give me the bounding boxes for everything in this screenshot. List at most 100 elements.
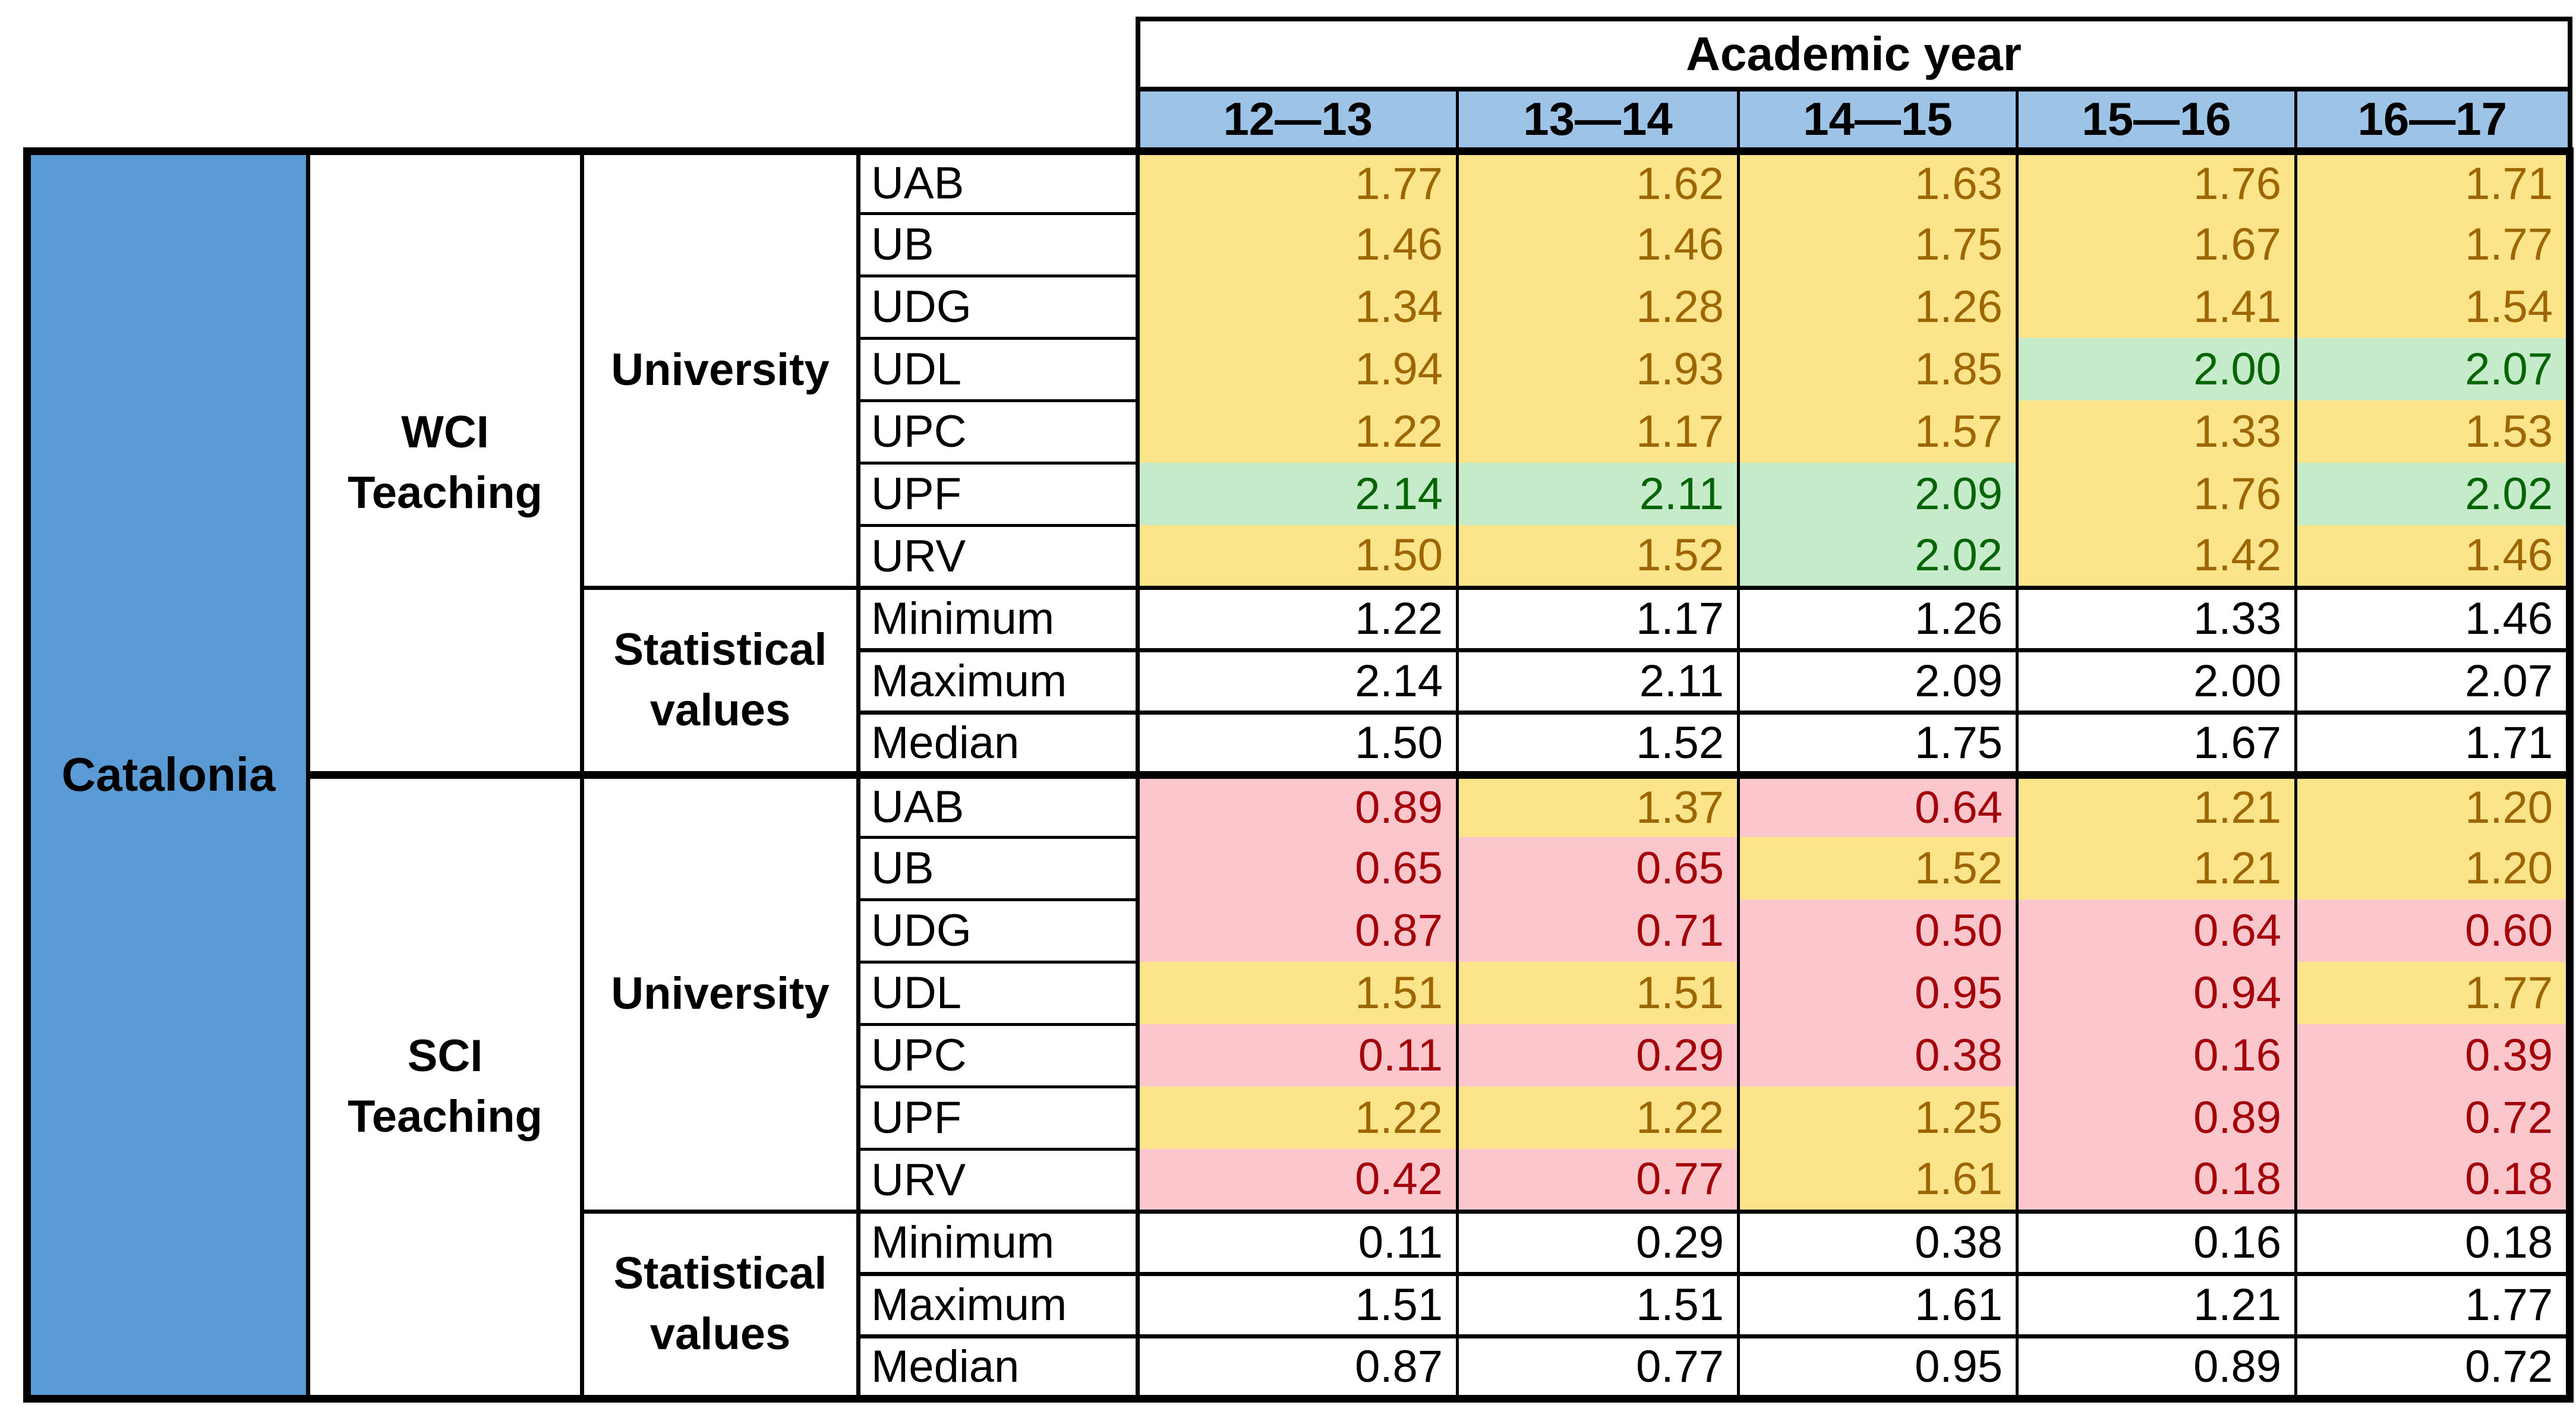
university-row-label: UDG (857, 898, 1140, 962)
university-data-row: UPF 2.14 2.11 2.09 1.76 2.02 (27, 461, 2574, 526)
value-cell: 1.52 (1456, 525, 1740, 588)
university-data-row: UDG 1.34 1.28 1.26 1.41 1.54 (27, 274, 2574, 339)
value-cell: 1.51 (1136, 962, 1459, 1025)
teaching-group-cell: WCI Teaching (306, 147, 584, 775)
value-cell: 0.50 (1737, 899, 2019, 962)
value-cell: 1.85 (1737, 338, 2019, 401)
university-row-label: UPF (857, 461, 1140, 526)
value-cell: 2.00 (2016, 648, 2297, 713)
value-cell: 1.62 (1456, 147, 1740, 214)
value-cell: 1.46 (2294, 525, 2574, 588)
value-cell: 1.37 (1456, 771, 1740, 838)
university-row-label: URV (857, 1147, 1140, 1212)
university-data-row: UDL 1.94 1.93 1.85 2.00 2.07 (27, 336, 2574, 401)
value-cell: 2.09 (1737, 648, 2019, 713)
academic-year-header: Academic year (1135, 17, 2572, 91)
university-row-label: UB (857, 211, 1140, 276)
value-cell: 1.76 (2016, 147, 2297, 214)
value-cell: 1.28 (1456, 276, 1740, 339)
value-cell: 1.75 (1737, 710, 2019, 775)
value-cell: 2.02 (1737, 525, 2019, 588)
teaching-group-cell: SCI Teaching (306, 771, 584, 1403)
university-data-row: SCI Teaching University UAB 0.89 1.37 0.64 1.2… (27, 771, 2574, 1403)
value-cell: 0.16 (2016, 1024, 2297, 1087)
value-cell: 0.94 (2016, 962, 2297, 1025)
university-span-cell: University (580, 771, 860, 1212)
value-cell: 0.65 (1456, 837, 1740, 900)
year-column-header: 13—14 (1456, 86, 1740, 154)
value-cell: 1.71 (2294, 710, 2574, 775)
value-cell: 1.22 (1136, 1087, 1459, 1150)
stat-row-label: Median (857, 710, 1140, 775)
university-data-row: UPC 1.22 1.17 1.57 1.33 1.53 (27, 399, 2574, 463)
statistical-values-span-cell: Statistical values (580, 1209, 860, 1403)
university-data-row: UPF 1.22 1.22 1.25 0.89 0.72 (27, 1085, 2574, 1150)
value-cell: 1.61 (1737, 1149, 2019, 1212)
value-cell: 1.20 (2294, 771, 2574, 838)
value-cell: 1.77 (2294, 962, 2574, 1025)
value-cell: 0.39 (2294, 1024, 2574, 1087)
value-cell: 1.75 (1737, 213, 2019, 276)
value-cell: 1.21 (2016, 771, 2297, 838)
value-cell: 1.22 (1136, 400, 1459, 463)
value-cell: 1.26 (1737, 276, 2019, 339)
university-data-row: Catalonia WCI Teaching University UAB 1.77 1.… (23, 147, 2574, 1403)
value-cell: 0.87 (1136, 1334, 1459, 1403)
year-column-header: 15—16 (2016, 86, 2297, 154)
value-cell: 1.26 (1737, 585, 2019, 651)
value-cell: 0.18 (2294, 1209, 2574, 1274)
stat-row-label: Minimum (857, 1209, 1140, 1274)
statistical-values-span-cell: Statistical values (580, 585, 860, 775)
value-cell: 1.61 (1737, 1271, 2019, 1337)
spacer (27, 19, 1138, 89)
year-column-header: 14—15 (1737, 86, 2019, 154)
value-cell: 0.42 (1136, 1149, 1459, 1212)
value-cell: 1.77 (1136, 147, 1459, 214)
value-cell: 0.60 (2294, 899, 2574, 962)
year-columns-row: 12—13 13—14 14—15 15—16 16—17 (27, 86, 2572, 154)
value-cell: 2.11 (1456, 648, 1740, 713)
university-row-label: UAB (857, 771, 1140, 838)
value-cell: 0.38 (1737, 1024, 2019, 1087)
university-data-row: URV 0.42 0.77 1.61 0.18 0.18 (27, 1147, 2574, 1212)
value-cell: 0.29 (1456, 1209, 1740, 1274)
value-cell: 1.21 (2016, 837, 2297, 900)
value-cell: 1.67 (2016, 710, 2297, 775)
value-cell: 0.11 (1136, 1209, 1459, 1274)
value-cell: 2.07 (2294, 648, 2574, 713)
stat-row-label: Median (857, 1334, 1140, 1403)
value-cell: 2.00 (2016, 338, 2297, 401)
value-cell: 1.42 (2016, 525, 2297, 588)
spacer (27, 89, 1138, 151)
university-row-label: UDL (857, 336, 1140, 401)
value-cell: 2.07 (2294, 338, 2574, 401)
value-cell: 2.09 (1737, 463, 2019, 526)
academic-year-header-row: Academic year (27, 17, 2572, 91)
university-row-label: UDL (857, 960, 1140, 1025)
value-cell: 1.17 (1456, 585, 1740, 651)
value-cell: 1.46 (2294, 585, 2574, 651)
value-cell: 1.22 (1456, 1087, 1740, 1150)
value-cell: 1.25 (1737, 1087, 2019, 1150)
stat-row-label: Maximum (857, 1271, 1140, 1337)
value-cell: 2.11 (1456, 463, 1740, 526)
statistical-data-row: Maximum 2.14 2.11 2.09 2.00 2.07 (27, 648, 2574, 713)
value-cell: 1.93 (1456, 338, 1740, 401)
university-row-label: UPC (857, 1022, 1140, 1087)
university-data-row: UDG 0.87 0.71 0.50 0.64 0.60 (27, 898, 2574, 962)
value-cell: 1.21 (2016, 1271, 2297, 1337)
value-cell: 2.14 (1136, 648, 1459, 713)
value-cell: 0.77 (1456, 1334, 1740, 1403)
university-data-row: UPC 0.11 0.29 0.38 0.16 0.39 (27, 1022, 2574, 1087)
statistical-data-row: Statistical values Minimum 0.11 0.29 0.38 0.1… (27, 1209, 2574, 1403)
value-cell: 1.71 (2294, 147, 2574, 214)
value-cell: 0.18 (2016, 1149, 2297, 1212)
value-cell: 1.33 (2016, 585, 2297, 651)
value-cell: 0.65 (1136, 837, 1459, 900)
value-cell: 1.20 (2294, 837, 2574, 900)
value-cell: 1.50 (1136, 525, 1459, 588)
statistical-data-row: Median 1.50 1.52 1.75 1.67 1.71 (27, 710, 2574, 775)
value-cell: 1.52 (1737, 837, 2019, 900)
university-data-row: UB 1.46 1.46 1.75 1.67 1.77 (27, 211, 2574, 276)
value-cell: 0.89 (2016, 1087, 2297, 1150)
